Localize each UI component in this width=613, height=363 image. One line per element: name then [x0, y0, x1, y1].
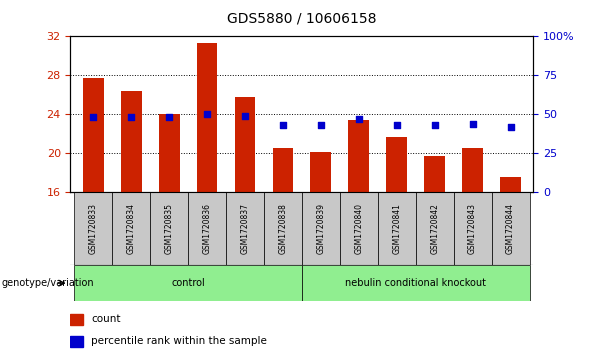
Point — [354, 116, 364, 122]
Point — [468, 121, 478, 127]
Text: GSM1720841: GSM1720841 — [392, 203, 402, 254]
Bar — [424, 156, 445, 192]
Bar — [302, 265, 530, 301]
Text: GSM1720833: GSM1720833 — [89, 203, 97, 254]
Bar — [235, 97, 256, 192]
Bar — [348, 120, 369, 192]
Text: genotype/variation: genotype/variation — [1, 278, 94, 288]
Text: GSM1720837: GSM1720837 — [240, 203, 249, 254]
Bar — [74, 192, 112, 265]
Point — [316, 122, 326, 128]
Bar — [310, 152, 331, 192]
Bar — [500, 177, 521, 192]
Bar — [386, 137, 407, 192]
Bar — [197, 43, 218, 192]
Text: count: count — [91, 314, 121, 325]
Bar — [159, 114, 180, 192]
Bar — [273, 147, 294, 192]
Point — [430, 122, 440, 128]
Text: GSM1720844: GSM1720844 — [506, 203, 515, 254]
Point — [88, 115, 98, 121]
Bar — [454, 192, 492, 265]
Point — [202, 111, 212, 117]
Point — [164, 115, 174, 121]
Bar — [264, 192, 302, 265]
Bar — [112, 192, 150, 265]
Text: GSM1720836: GSM1720836 — [202, 203, 211, 254]
Bar — [188, 192, 226, 265]
Text: GSM1720840: GSM1720840 — [354, 203, 364, 254]
Text: GDS5880 / 10606158: GDS5880 / 10606158 — [227, 11, 376, 25]
Text: GSM1720839: GSM1720839 — [316, 203, 326, 254]
Bar — [492, 192, 530, 265]
Bar — [121, 91, 142, 192]
Bar — [83, 78, 104, 192]
Bar — [416, 192, 454, 265]
Point — [126, 115, 136, 121]
Bar — [226, 192, 264, 265]
Point — [240, 113, 250, 119]
Bar — [378, 192, 416, 265]
Text: GSM1720838: GSM1720838 — [278, 203, 287, 254]
Bar — [462, 147, 483, 192]
Point — [278, 122, 288, 128]
Text: nebulin conditional knockout: nebulin conditional knockout — [345, 278, 486, 288]
Point — [506, 124, 516, 130]
Point — [392, 122, 402, 128]
Text: GSM1720834: GSM1720834 — [127, 203, 135, 254]
Bar — [302, 192, 340, 265]
Bar — [70, 314, 83, 325]
Bar — [70, 336, 83, 347]
Text: GSM1720835: GSM1720835 — [165, 203, 173, 254]
Text: control: control — [171, 278, 205, 288]
Text: percentile rank within the sample: percentile rank within the sample — [91, 336, 267, 346]
Bar — [340, 192, 378, 265]
Bar — [150, 192, 188, 265]
Text: GSM1720843: GSM1720843 — [468, 203, 477, 254]
Text: GSM1720842: GSM1720842 — [430, 203, 439, 254]
Bar — [74, 265, 302, 301]
